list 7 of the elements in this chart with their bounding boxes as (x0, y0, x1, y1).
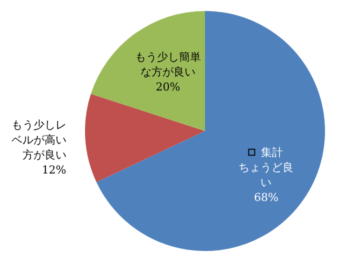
slice-label: もう少しレベルが高い方が良い (11, 118, 66, 162)
slice-label: ちょうど良い (238, 160, 294, 189)
text: 68% (254, 190, 278, 204)
text: 12% (42, 163, 66, 176)
text: 20% (156, 80, 180, 94)
legend-label: 集計 (254, 146, 284, 159)
slice-label: もう少し簡単な方が良い (134, 50, 201, 79)
